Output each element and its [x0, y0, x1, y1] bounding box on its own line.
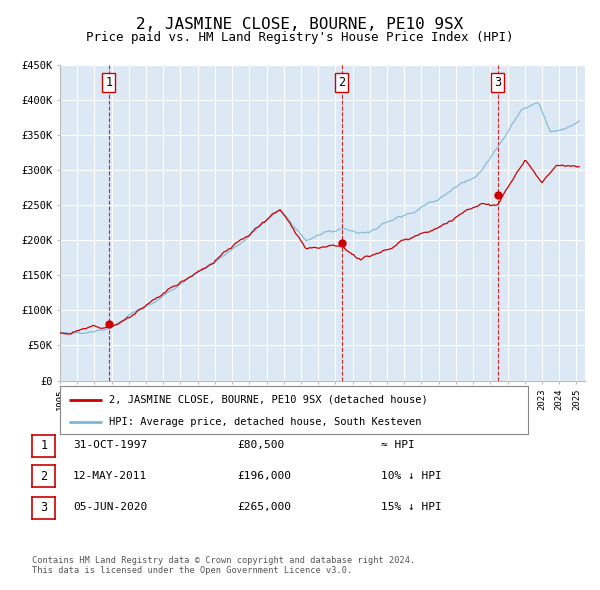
Text: 12-MAY-2011: 12-MAY-2011 — [73, 471, 148, 481]
Text: HPI: Average price, detached house, South Kesteven: HPI: Average price, detached house, Sout… — [109, 417, 422, 427]
Text: 1: 1 — [40, 439, 47, 452]
Text: 2, JASMINE CLOSE, BOURNE, PE10 9SX: 2, JASMINE CLOSE, BOURNE, PE10 9SX — [136, 17, 464, 31]
Text: 31-OCT-1997: 31-OCT-1997 — [73, 441, 148, 450]
Text: £196,000: £196,000 — [237, 471, 291, 481]
Text: 1: 1 — [105, 76, 112, 89]
Text: 05-JUN-2020: 05-JUN-2020 — [73, 503, 148, 512]
Text: 3: 3 — [40, 501, 47, 514]
Text: 15% ↓ HPI: 15% ↓ HPI — [381, 503, 442, 512]
Text: ≈ HPI: ≈ HPI — [381, 441, 415, 450]
Text: 2: 2 — [338, 76, 345, 89]
Text: Price paid vs. HM Land Registry's House Price Index (HPI): Price paid vs. HM Land Registry's House … — [86, 31, 514, 44]
Text: 2: 2 — [40, 470, 47, 483]
Text: 3: 3 — [494, 76, 501, 89]
Text: 10% ↓ HPI: 10% ↓ HPI — [381, 471, 442, 481]
Text: 2, JASMINE CLOSE, BOURNE, PE10 9SX (detached house): 2, JASMINE CLOSE, BOURNE, PE10 9SX (deta… — [109, 395, 428, 405]
Text: £265,000: £265,000 — [237, 503, 291, 512]
Text: Contains HM Land Registry data © Crown copyright and database right 2024.
This d: Contains HM Land Registry data © Crown c… — [32, 556, 416, 575]
Text: £80,500: £80,500 — [237, 441, 284, 450]
